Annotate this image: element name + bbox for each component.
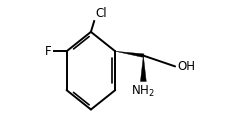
Polygon shape <box>115 51 144 57</box>
Text: F: F <box>44 45 51 58</box>
Text: NH$_2$: NH$_2$ <box>132 84 155 99</box>
Polygon shape <box>140 56 146 81</box>
Text: Cl: Cl <box>95 7 107 20</box>
Text: OH: OH <box>177 60 195 73</box>
